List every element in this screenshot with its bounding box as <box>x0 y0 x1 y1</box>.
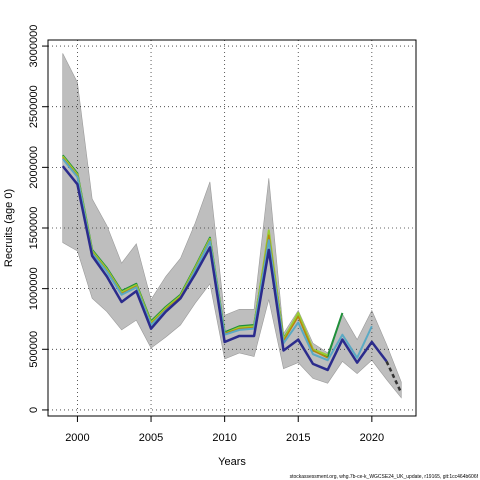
y-tick-label: 2000000 <box>28 146 40 189</box>
series-layer <box>61 154 403 394</box>
y-tick-label: 2500000 <box>28 85 40 128</box>
x-tick-label: 2015 <box>286 432 310 444</box>
y-tick-label: 500000 <box>28 331 40 368</box>
x-tick-label: 2005 <box>139 432 163 444</box>
x-tick-label: 2020 <box>360 432 384 444</box>
y-tick-label: 3000000 <box>28 25 40 68</box>
x-tick-label: 2000 <box>65 432 89 444</box>
y-tick-label: 1000000 <box>28 267 40 310</box>
y-axis-title: Recruits (age 0) <box>3 189 15 267</box>
x-tick-label: 2010 <box>212 432 236 444</box>
y-axis: 0 500000 1000000 1500000 2000000 2500000 30000… <box>28 25 48 413</box>
x-axis-title: Years <box>218 456 246 468</box>
series-line-5 <box>61 165 388 372</box>
y-tick-label: 0 <box>28 407 40 413</box>
y-tick-label: 1500000 <box>28 207 40 250</box>
grid-layer <box>48 40 416 416</box>
projection-line <box>385 360 403 394</box>
source-footnote: stockassessment.org, whg.7b-ce-k_WGCSE24… <box>290 474 479 480</box>
x-axis: 2000 2005 2010 2015 2020 <box>65 416 384 444</box>
